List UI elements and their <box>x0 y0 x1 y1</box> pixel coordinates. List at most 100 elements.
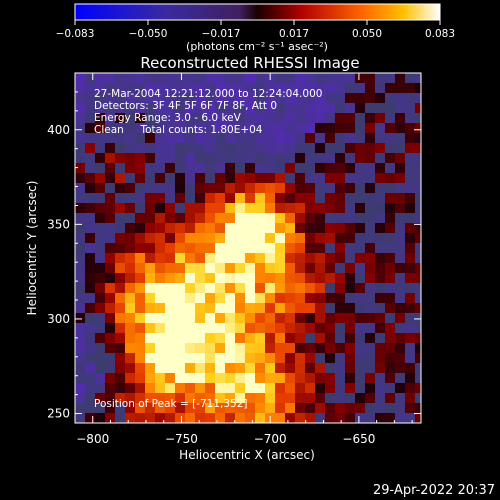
heatmap-cell <box>235 303 246 314</box>
heatmap-cell <box>175 263 186 274</box>
y-axis-ticks: 250 300 350 400 <box>47 72 421 421</box>
heatmap-cell <box>175 283 186 294</box>
heatmap-cell <box>175 173 186 184</box>
heatmap-cell <box>135 213 146 224</box>
heatmap-cell <box>245 123 256 134</box>
heatmap-cell <box>75 353 86 364</box>
heatmap-cell <box>115 303 126 314</box>
heatmap-cell <box>255 363 266 374</box>
heatmap-cell <box>135 123 146 134</box>
heatmap-cell <box>395 353 406 364</box>
heatmap-cell <box>155 123 166 134</box>
heatmap-cell <box>345 113 356 124</box>
heatmap-cell <box>355 253 366 264</box>
heatmap-cell <box>95 243 106 254</box>
heatmap-cell <box>75 333 86 344</box>
heatmap-cell <box>405 373 416 384</box>
heatmap-cell <box>215 363 226 374</box>
heatmap-cell <box>255 413 266 423</box>
heatmap-cell <box>395 253 406 264</box>
heatmap-cell <box>215 193 226 204</box>
heatmap-cell <box>195 273 206 284</box>
heatmap-cell <box>165 363 176 374</box>
heatmap-cell <box>185 233 196 244</box>
heatmap-cell <box>85 203 96 214</box>
heatmap-cell <box>125 323 136 334</box>
heatmap-cell <box>225 323 236 334</box>
heatmap-cell <box>375 263 386 274</box>
heatmap-cell <box>235 93 246 104</box>
heatmap-cell <box>225 183 236 194</box>
heatmap-cell <box>295 143 306 154</box>
heatmap-cell <box>365 403 376 414</box>
heatmap-cell <box>135 143 146 154</box>
heatmap-cell <box>285 383 296 394</box>
heatmap-cell <box>175 383 186 394</box>
heatmap-cell <box>245 223 256 234</box>
heatmap-cell <box>125 223 136 234</box>
heatmap-cell <box>105 163 116 174</box>
heatmap-cell <box>265 313 276 324</box>
heatmap-cell <box>215 133 226 144</box>
heatmap-cell <box>125 343 136 354</box>
heatmap-cell <box>245 303 256 314</box>
heatmap-cell <box>165 313 176 324</box>
heatmap-cell <box>315 233 326 244</box>
heatmap-cell <box>225 253 236 264</box>
heatmap-cell <box>185 163 196 174</box>
heatmap-cell <box>335 203 346 214</box>
heatmap-cell <box>215 163 226 174</box>
heatmap-cell <box>175 343 186 354</box>
heatmap-cell <box>325 213 336 224</box>
info-clean-counts: Clean Total counts: 1.80E+04 <box>94 124 263 136</box>
y-tick-label: 400 <box>47 123 70 137</box>
heatmap-cell <box>115 263 126 274</box>
heatmap-cell <box>345 313 356 324</box>
heatmap-cell <box>285 143 296 154</box>
heatmap-cell <box>185 263 196 274</box>
heatmap-cell <box>115 293 126 304</box>
heatmap-cell <box>255 73 266 84</box>
heatmap-cell <box>155 153 166 164</box>
heatmap-cell <box>135 293 146 304</box>
heatmap-cell <box>325 123 336 134</box>
heatmap-cell <box>385 203 396 214</box>
heatmap-cell <box>315 273 326 284</box>
heatmap-cell <box>285 393 296 404</box>
heatmap-cell <box>255 383 266 394</box>
colorbar-tick-label: −0.017 <box>202 28 241 40</box>
heatmap-cell <box>125 353 136 364</box>
heatmap-cell <box>375 413 386 423</box>
heatmap-cell <box>125 73 136 84</box>
heatmap-cell <box>125 303 136 314</box>
heatmap-cell <box>105 203 116 214</box>
heatmap-cell <box>205 403 216 414</box>
heatmap-cell <box>85 213 96 224</box>
heatmap-cell <box>255 143 266 154</box>
heatmap-cell <box>85 143 96 154</box>
heatmap-cell <box>145 183 156 194</box>
heatmap-cell <box>115 403 126 414</box>
heatmap-cell <box>185 333 196 344</box>
heatmap-cell <box>125 373 136 384</box>
heatmap-cell <box>225 363 236 374</box>
heatmap-cell <box>295 73 306 84</box>
heatmap-cell <box>145 343 156 354</box>
heatmap-cell <box>355 223 366 234</box>
heatmap-cell <box>115 373 126 384</box>
heatmap-cell <box>375 233 386 244</box>
heatmap-cell <box>85 73 96 84</box>
heatmap-cell <box>345 333 356 344</box>
heatmap-cell <box>205 213 216 224</box>
heatmap-cell <box>255 343 266 354</box>
heatmap-cell <box>175 393 186 404</box>
heatmap-cell <box>95 133 106 144</box>
heatmap-cell <box>405 133 416 144</box>
heatmap-cell <box>185 133 196 144</box>
heatmap-cell <box>75 293 86 304</box>
heatmap-cell <box>345 133 356 144</box>
heatmap-cell <box>145 363 156 374</box>
heatmap-cell <box>75 313 86 324</box>
heatmap-cell <box>75 243 86 254</box>
heatmap-cell <box>315 253 326 264</box>
